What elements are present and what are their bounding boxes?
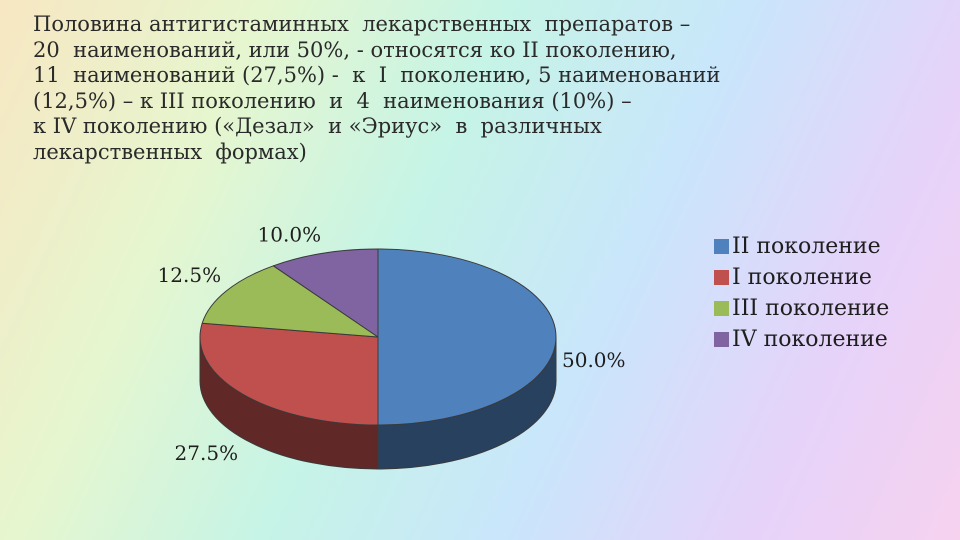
data-label: 27.5%: [175, 441, 239, 465]
pie-slice: [272, 248, 379, 338]
legend-swatch: [714, 332, 729, 347]
data-label: 50.0%: [562, 348, 626, 372]
legend-item: IV поколение: [714, 324, 889, 355]
legend-label: III поколение: [732, 296, 890, 321]
data-label: 10.0%: [258, 223, 322, 247]
heading-line: 11 наименований (27,5%) - к I поколению,…: [33, 63, 721, 87]
heading-line: Половина антигистаминных лекарственных п…: [33, 12, 691, 36]
legend-item: III поколение: [714, 293, 889, 324]
heading-line: лекарственных формах): [33, 139, 307, 164]
legend-item: II поколение: [714, 231, 889, 262]
legend-swatch: [714, 270, 729, 285]
legend-swatch: [714, 301, 729, 316]
legend-label: IV поколение: [732, 327, 888, 352]
pie-tops: [199, 248, 557, 426]
legend-swatch: [714, 239, 729, 254]
chart-legend: II поколение I поколение III поколение I…: [714, 231, 889, 355]
heading-line: к IV поколению («Дезал» и «Эриус» в разл…: [33, 114, 602, 138]
legend-label: II поколение: [732, 234, 881, 259]
data-labels: 50.0% 27.5% 12.5% 10.0%: [158, 223, 626, 465]
pie-slice: [201, 265, 379, 338]
slide-heading: Половина антигистаминных лекарственных п…: [33, 12, 933, 165]
data-label: 12.5%: [158, 263, 222, 287]
legend-item: I поколение: [714, 262, 889, 293]
legend-label: I поколение: [732, 265, 872, 290]
pie-slice: [377, 248, 557, 426]
heading-line: 20 наименований, или 50%, - относятся ко…: [33, 37, 677, 62]
heading-line: (12,5%) – к III поколению и 4 наименован…: [33, 88, 632, 113]
pie-slice: [199, 322, 379, 426]
